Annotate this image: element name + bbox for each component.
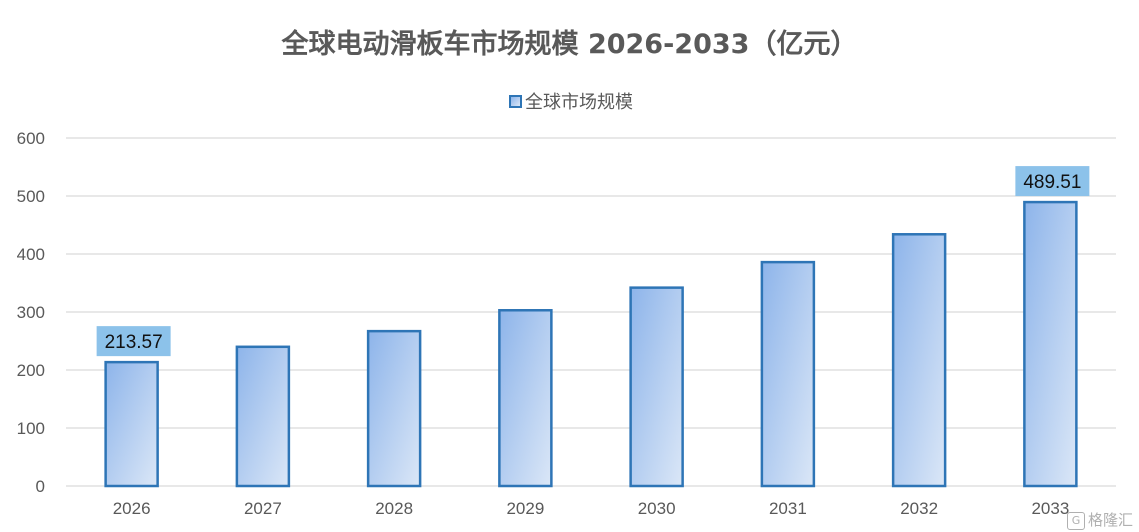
bar-2033 bbox=[1023, 200, 1078, 488]
y-tick-label: 400 bbox=[17, 245, 45, 264]
x-tick-label: 2033 bbox=[1031, 499, 1069, 518]
y-tick-label: 100 bbox=[17, 419, 45, 438]
data-label-box bbox=[1015, 166, 1090, 197]
x-tick-label: 2027 bbox=[244, 499, 282, 518]
x-tick-label: 2026 bbox=[113, 499, 151, 518]
bar-2030 bbox=[629, 286, 684, 488]
y-tick-label: 500 bbox=[17, 187, 45, 206]
bar-2029 bbox=[498, 309, 553, 488]
x-tick-label: 2031 bbox=[769, 499, 807, 518]
x-tick-label: 2028 bbox=[375, 499, 413, 518]
legend-swatch bbox=[509, 94, 522, 108]
legend: 全球市场规模 bbox=[509, 88, 633, 114]
legend-label: 全球市场规模 bbox=[525, 92, 633, 113]
watermark: G 格隆汇 bbox=[1066, 509, 1133, 530]
x-tick-label: 2029 bbox=[506, 499, 544, 518]
watermark-logo-icon: G bbox=[1066, 511, 1085, 530]
y-tick-label: 200 bbox=[17, 361, 45, 380]
x-tick-label: 2032 bbox=[900, 499, 938, 518]
bar-2028 bbox=[366, 329, 422, 488]
data-label: 489.51 bbox=[1023, 172, 1081, 193]
y-tick-label: 600 bbox=[17, 129, 45, 148]
y-tick-label: 300 bbox=[17, 303, 45, 322]
bar-2027 bbox=[235, 345, 291, 488]
chart-title: 全球电动滑板车市场规模 2026-2033（亿元） bbox=[281, 29, 858, 60]
bar-2031 bbox=[760, 260, 816, 488]
watermark-text: 格隆汇 bbox=[1087, 511, 1133, 529]
x-tick-label: 2030 bbox=[638, 499, 676, 518]
data-label: 213.57 bbox=[105, 332, 163, 353]
bar-2026 bbox=[104, 360, 159, 488]
y-tick-label: 0 bbox=[36, 477, 45, 496]
data-label-box bbox=[96, 326, 171, 357]
bar-2032 bbox=[891, 233, 947, 488]
